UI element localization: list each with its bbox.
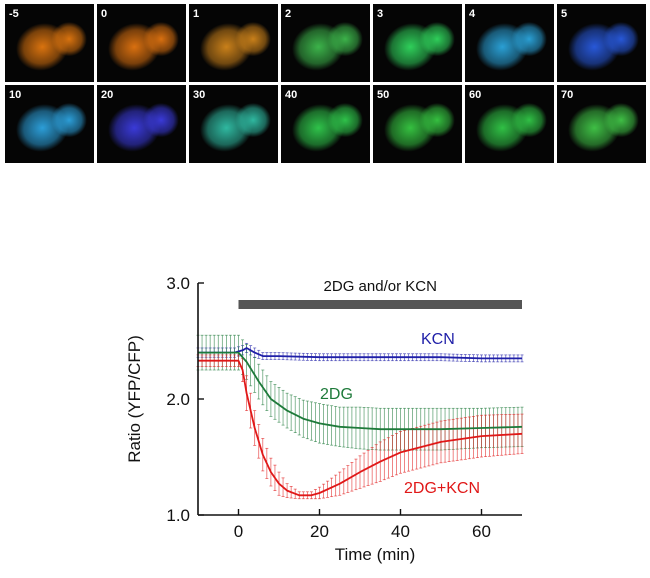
image-panel: 40	[281, 85, 370, 163]
image-panel: 5	[557, 4, 646, 82]
cell-blob	[511, 21, 547, 57]
frame-time-label: 10	[9, 89, 21, 101]
cell-blob	[327, 21, 363, 57]
cell-blob	[235, 21, 271, 57]
cell-blob	[51, 21, 87, 57]
image-panel: 60	[465, 85, 554, 163]
y-axis-title: Ratio (YFP/CFP)	[125, 335, 144, 463]
cell-blob	[143, 102, 179, 138]
series-labels: KCN 2DG 2DG+KCN	[320, 331, 480, 497]
series-label: 2DG	[320, 386, 353, 403]
y-tick-label: 2.0	[166, 390, 190, 409]
x-tick-label: 20	[310, 522, 329, 541]
cell-blob	[143, 21, 179, 57]
frame-time-label: 1	[193, 8, 199, 20]
treatment-bar	[238, 300, 522, 309]
frame-time-label: 0	[101, 8, 107, 20]
x-axis-title: Time (min)	[335, 545, 416, 564]
series-label: KCN	[421, 331, 455, 348]
frame-time-label: 4	[469, 8, 476, 20]
cell-blob	[419, 21, 455, 57]
cell-blob	[235, 102, 271, 138]
y-tick-label: 3.0	[166, 274, 190, 293]
x-tick-label: 0	[234, 522, 243, 541]
cell-blob	[51, 102, 87, 138]
cell-blob	[603, 102, 639, 138]
image-panel-grid: -5 0 1 2 3 4 5 10 20 30 40 50 60 70	[5, 4, 646, 163]
frame-time-label: 20	[101, 89, 113, 101]
series-lines	[198, 347, 523, 497]
image-panel: 2	[281, 4, 370, 82]
frame-time-label: 60	[469, 89, 481, 101]
cell-blob	[603, 21, 639, 57]
ratio-time-chart: 0 20 40 60 1.0 2.0 3.0 2DG and/or KCN Time (mi…	[125, 274, 524, 564]
cell-blob	[511, 102, 547, 138]
series-label: 2DG+KCN	[404, 480, 480, 497]
frame-time-label: -5	[9, 8, 19, 20]
x-tick-label: 40	[391, 522, 410, 541]
image-panel: -5	[5, 4, 94, 82]
image-panel: 10	[5, 85, 94, 163]
image-panel: 70	[557, 85, 646, 163]
frame-time-label: 40	[285, 89, 297, 101]
image-panel: 3	[373, 4, 462, 82]
image-panel: 1	[189, 4, 278, 82]
frame-time-label: 5	[561, 8, 567, 20]
frame-time-label: 70	[561, 89, 573, 101]
image-panel: 50	[373, 85, 462, 163]
image-panel: 20	[97, 85, 186, 163]
tick-marks: 0 20 40 60 1.0 2.0 3.0	[166, 274, 491, 541]
y-tick-label: 1.0	[166, 506, 190, 525]
treatment-bar-label: 2DG and/or KCN	[324, 278, 437, 295]
frame-time-label: 50	[377, 89, 389, 101]
x-tick-label: 60	[472, 522, 491, 541]
series-line-2dg	[198, 351, 523, 431]
image-panel: 30	[189, 85, 278, 163]
frame-time-label: 3	[377, 8, 383, 20]
cell-blob	[327, 102, 363, 138]
cell-blob	[419, 102, 455, 138]
series-line-2dg-plus-kcn	[198, 359, 523, 497]
frame-time-label: 2	[285, 8, 291, 20]
frame-time-label: 30	[193, 89, 205, 101]
image-panel: 0	[97, 4, 186, 82]
image-panel: 4	[465, 4, 554, 82]
